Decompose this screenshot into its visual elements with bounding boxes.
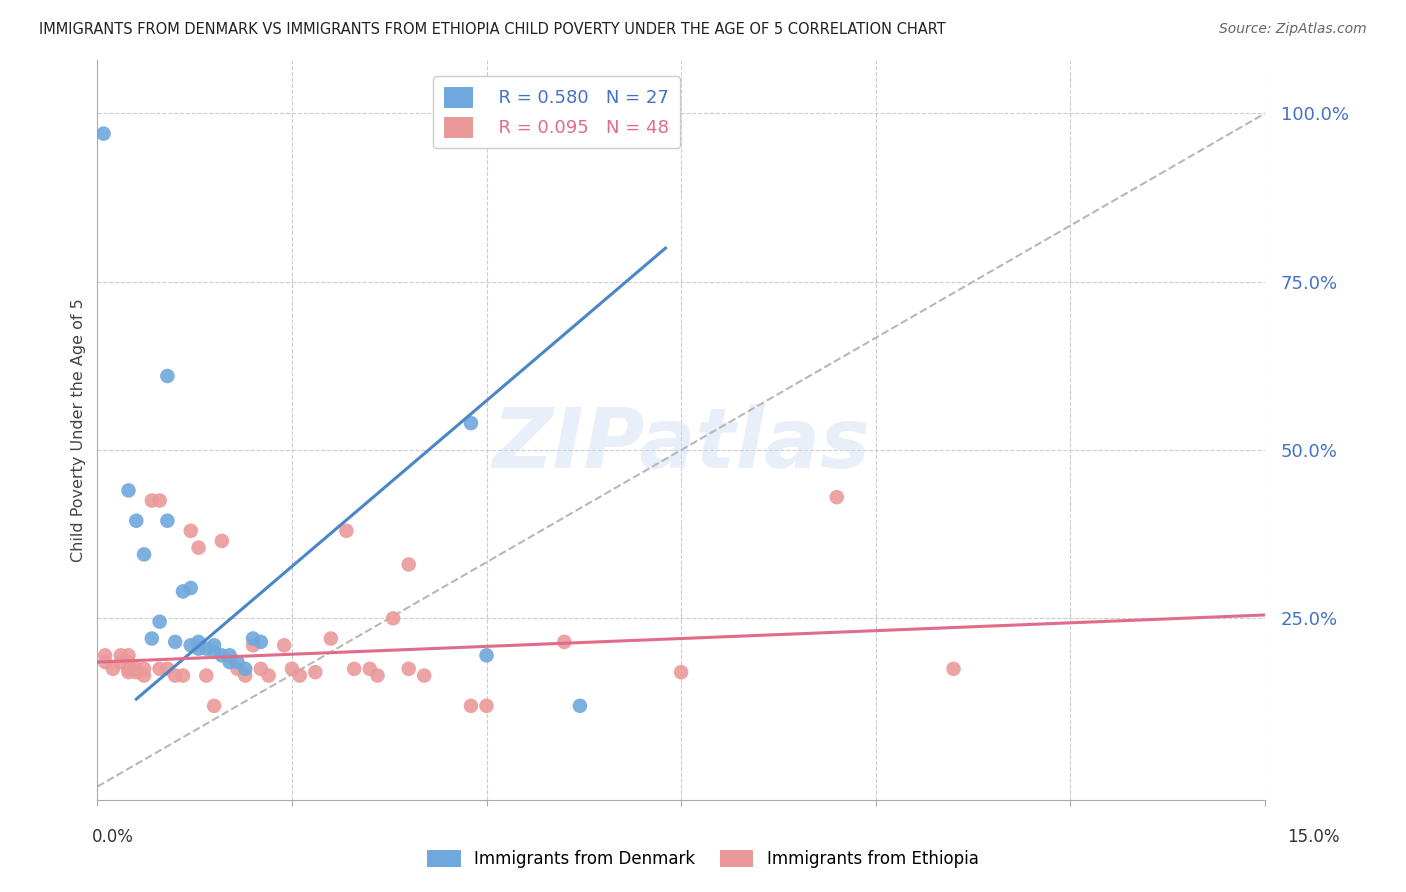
Point bbox=[413, 668, 436, 682]
Point bbox=[460, 416, 482, 430]
Point bbox=[93, 127, 115, 141]
Point bbox=[156, 514, 179, 528]
Point bbox=[125, 662, 148, 676]
Point bbox=[195, 668, 218, 682]
Point bbox=[475, 698, 498, 713]
Point bbox=[825, 490, 848, 504]
Point bbox=[125, 514, 148, 528]
Point bbox=[117, 648, 139, 663]
Point bbox=[202, 638, 225, 652]
Point bbox=[187, 641, 209, 656]
Point bbox=[132, 668, 155, 682]
Point bbox=[218, 648, 240, 663]
Point bbox=[117, 655, 139, 669]
Point bbox=[117, 662, 139, 676]
Point bbox=[475, 648, 498, 663]
Point bbox=[249, 635, 271, 649]
Point bbox=[180, 524, 202, 538]
Point bbox=[149, 662, 172, 676]
Point bbox=[172, 584, 194, 599]
Point bbox=[398, 662, 420, 676]
Point bbox=[156, 369, 179, 384]
Point bbox=[343, 662, 366, 676]
Text: 15.0%: 15.0% bbox=[1288, 828, 1340, 846]
Point bbox=[226, 662, 249, 676]
Text: IMMIGRANTS FROM DENMARK VS IMMIGRANTS FROM ETHIOPIA CHILD POVERTY UNDER THE AGE : IMMIGRANTS FROM DENMARK VS IMMIGRANTS FR… bbox=[39, 22, 946, 37]
Point bbox=[304, 665, 326, 680]
Point bbox=[398, 558, 420, 572]
Point bbox=[187, 635, 209, 649]
Y-axis label: Child Poverty Under the Age of 5: Child Poverty Under the Age of 5 bbox=[72, 298, 86, 562]
Point bbox=[942, 662, 965, 676]
Point bbox=[149, 493, 172, 508]
Point bbox=[553, 635, 575, 649]
Text: ZIPatlas: ZIPatlas bbox=[492, 404, 870, 485]
Point bbox=[165, 635, 187, 649]
Point bbox=[233, 668, 256, 682]
Legend:   R = 0.580   N = 27,   R = 0.095   N = 48: R = 0.580 N = 27, R = 0.095 N = 48 bbox=[433, 76, 681, 148]
Point bbox=[156, 662, 179, 676]
Point bbox=[180, 581, 202, 595]
Point bbox=[110, 648, 132, 663]
Point bbox=[94, 655, 117, 669]
Point bbox=[172, 668, 194, 682]
Point bbox=[165, 668, 187, 682]
Point bbox=[359, 662, 381, 676]
Point bbox=[233, 662, 256, 676]
Point bbox=[367, 668, 389, 682]
Point bbox=[110, 655, 132, 669]
Point bbox=[460, 698, 482, 713]
Point bbox=[319, 632, 342, 646]
Point bbox=[568, 698, 591, 713]
Point bbox=[257, 668, 280, 682]
Point bbox=[242, 632, 264, 646]
Point bbox=[281, 662, 304, 676]
Point bbox=[669, 665, 692, 680]
Point bbox=[382, 611, 405, 625]
Point bbox=[94, 648, 117, 663]
Point bbox=[273, 638, 295, 652]
Point bbox=[141, 632, 163, 646]
Point bbox=[187, 541, 209, 555]
Point bbox=[242, 638, 264, 652]
Point bbox=[288, 668, 311, 682]
Point bbox=[180, 638, 202, 652]
Point bbox=[202, 645, 225, 659]
Point bbox=[141, 493, 163, 508]
Point bbox=[226, 655, 249, 669]
Point bbox=[101, 662, 124, 676]
Point bbox=[117, 483, 139, 498]
Point bbox=[149, 615, 172, 629]
Point bbox=[335, 524, 357, 538]
Point bbox=[249, 662, 271, 676]
Point bbox=[195, 641, 218, 656]
Point bbox=[125, 665, 148, 680]
Legend: Immigrants from Denmark, Immigrants from Ethiopia: Immigrants from Denmark, Immigrants from… bbox=[420, 843, 986, 875]
Point bbox=[132, 548, 155, 562]
Point bbox=[211, 648, 233, 663]
Point bbox=[218, 655, 240, 669]
Point bbox=[117, 665, 139, 680]
Point bbox=[202, 698, 225, 713]
Point bbox=[132, 662, 155, 676]
Point bbox=[211, 533, 233, 548]
Text: 0.0%: 0.0% bbox=[91, 828, 134, 846]
Text: Source: ZipAtlas.com: Source: ZipAtlas.com bbox=[1219, 22, 1367, 37]
